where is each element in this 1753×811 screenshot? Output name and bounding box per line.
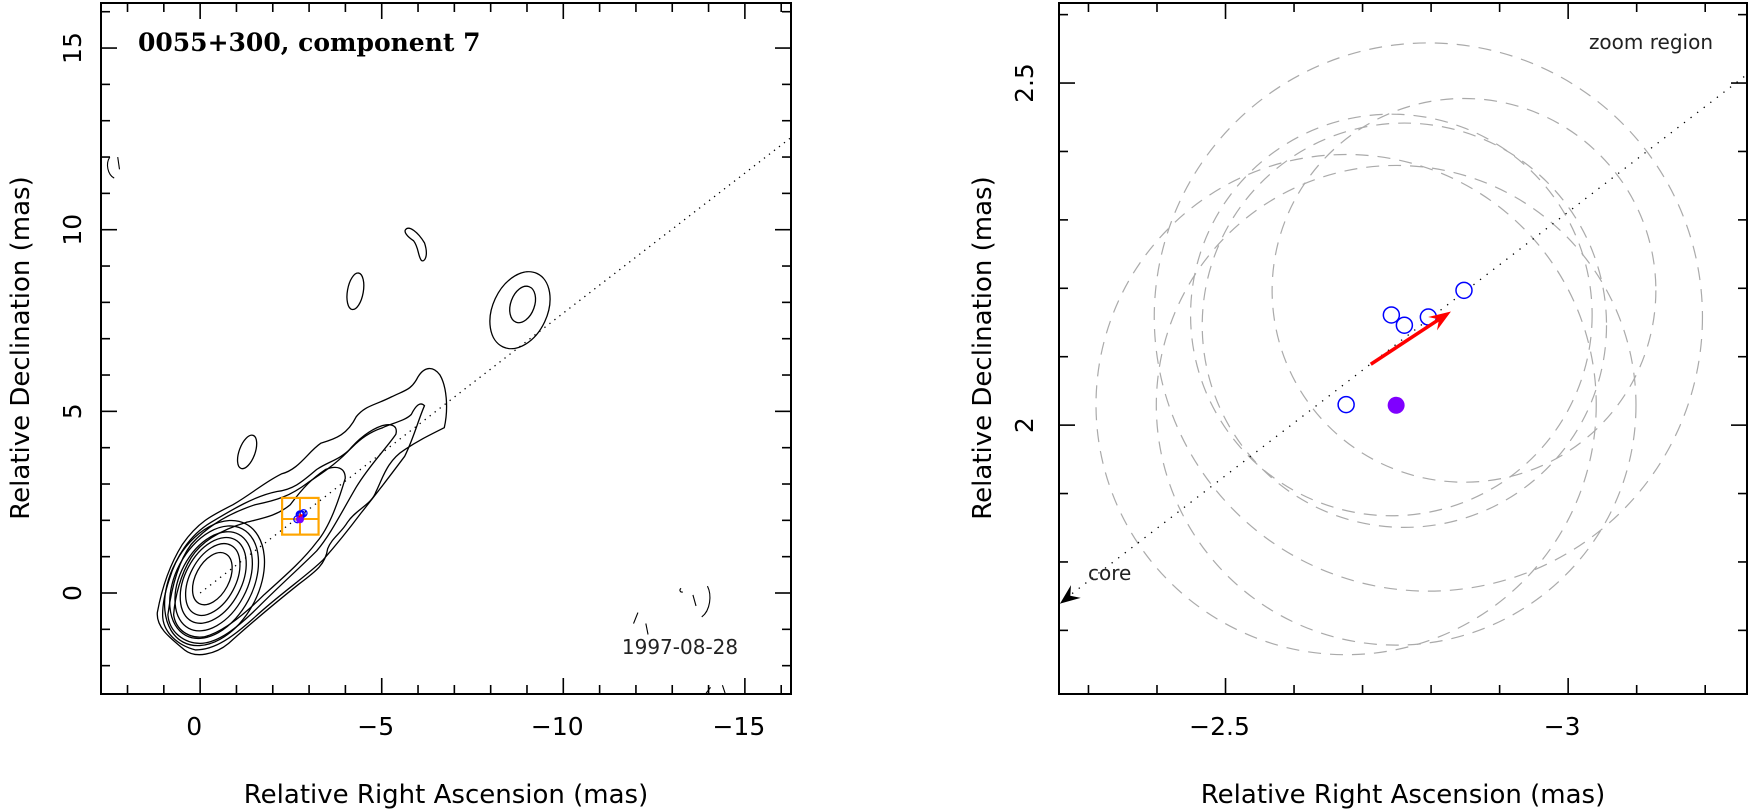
contour-level-1 (157, 369, 446, 655)
y-tick-label: 15 (58, 32, 87, 64)
current-component-position (1387, 396, 1405, 414)
right-overlays (1059, 42, 1747, 656)
core-contour (167, 526, 260, 634)
right-x-axis-title: Relative Right Ascension (mas) (1201, 780, 1605, 810)
contour-level-2 (163, 404, 425, 650)
left-overlays (199, 137, 791, 594)
map-title: 0055+300, component 7 (138, 28, 481, 57)
right-axis-ticks: −2.5 −3 2 2.5 (1010, 3, 1747, 741)
contour-island (344, 272, 366, 311)
right-panel: −2.5 −3 2 2.5 zoom region core Relative Rig… (968, 2, 1748, 810)
y-tick-label: 5 (58, 403, 87, 419)
velocity-vector-small-shaft (298, 514, 302, 518)
component-position (1455, 281, 1473, 300)
x-tick-label: −15 (712, 712, 765, 741)
y-tick-label: 10 (58, 214, 87, 246)
x-tick-label: −3 (1544, 712, 1581, 741)
zoom-region-label: zoom region (1589, 30, 1713, 54)
component-marker (299, 509, 308, 518)
velocity-vector-head (1428, 311, 1451, 331)
component-position (1382, 306, 1401, 324)
left-x-axis-title: Relative Right Ascension (mas) (244, 780, 648, 810)
core-contour (152, 511, 277, 654)
contour-island (405, 228, 426, 261)
right-y-axis-title: Relative Declination (mas) (968, 176, 998, 519)
left-y-axis-title: Relative Declination (mas) (6, 176, 36, 519)
core-contour (174, 535, 251, 625)
y-tick-label: 0 (58, 585, 87, 601)
core-contour (184, 546, 240, 611)
x-tick-label: −2.5 (1189, 712, 1250, 741)
contour-level-3 (168, 425, 396, 644)
core-contour (159, 519, 268, 644)
component-size-circle (1271, 97, 1657, 483)
contour-map (108, 157, 726, 693)
left-axis-ticks: 0 −5 −10 −15 0 5 10 15 (58, 3, 791, 741)
component-size-circle (1201, 122, 1608, 528)
core-direction-arrow-shaft (1070, 584, 1086, 597)
component-size-circle (1095, 153, 1597, 656)
component-size-circle (1153, 42, 1704, 592)
y-tick-label: 2.5 (1010, 63, 1039, 103)
left-plot-frame (100, 2, 792, 695)
core-label: core (1088, 561, 1131, 585)
y-tick-label: 2 (1010, 417, 1039, 433)
current-component-marker (295, 515, 304, 524)
jet-axis-dotted-line (1059, 73, 1747, 605)
x-tick-label: 0 (186, 712, 202, 741)
component-position (1395, 316, 1414, 334)
component-size-circle (1189, 113, 1593, 517)
jet-axis-dotted-line (199, 137, 791, 594)
right-plot-frame (1058, 2, 1748, 695)
velocity-vector-small-head (299, 514, 303, 518)
x-tick-label: −10 (531, 712, 584, 741)
velocity-vector-shaft (1369, 317, 1441, 366)
left-panel: 0 −5 −10 −15 0 5 10 15 0055+300, component 7 19… (6, 2, 792, 810)
contour-knot-inner (505, 283, 540, 327)
epoch-label: 1997-08-28 (622, 635, 738, 659)
component-size-circle (1155, 164, 1637, 646)
core-contours (144, 503, 285, 662)
negative-contours (108, 157, 726, 693)
contour-island (234, 433, 261, 472)
contour-knot-outer (478, 262, 562, 358)
component-position (1337, 395, 1355, 414)
core-direction-arrow-head (1060, 585, 1081, 604)
core-contour (144, 503, 285, 662)
x-tick-label: −5 (357, 712, 394, 741)
